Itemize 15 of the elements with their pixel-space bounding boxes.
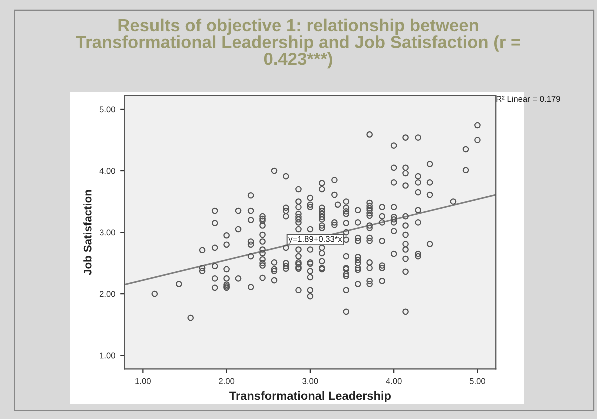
x-tick-label: 1.00 xyxy=(136,378,151,384)
x-tick-label: 5.00 xyxy=(470,378,486,384)
y-tick-label: 4.00 xyxy=(100,168,116,174)
chart-title: Results of objective 1: relationship between Transformational Leadership and Job Satisfaction (r = 0.423***) xyxy=(76,18,520,69)
x-tick-label: 4.00 xyxy=(386,378,402,384)
x-tick-label: 2.00 xyxy=(219,378,235,384)
y-axis-title: Job Satisfaction xyxy=(84,190,92,276)
text: R² Linear = 0.179 xyxy=(496,96,560,102)
x-axis-title: Transformational Leadership xyxy=(230,391,391,402)
annotation: y=1.89+0.33*x xyxy=(288,236,342,244)
y-tick-label: 1.00 xyxy=(100,352,116,359)
x-tick-label: 3.00 xyxy=(302,378,318,384)
y-tick-label: 2.00 xyxy=(100,291,116,298)
y-tick-label: 3.00 xyxy=(100,230,116,236)
y-tick-label: 5.00 xyxy=(100,106,116,113)
